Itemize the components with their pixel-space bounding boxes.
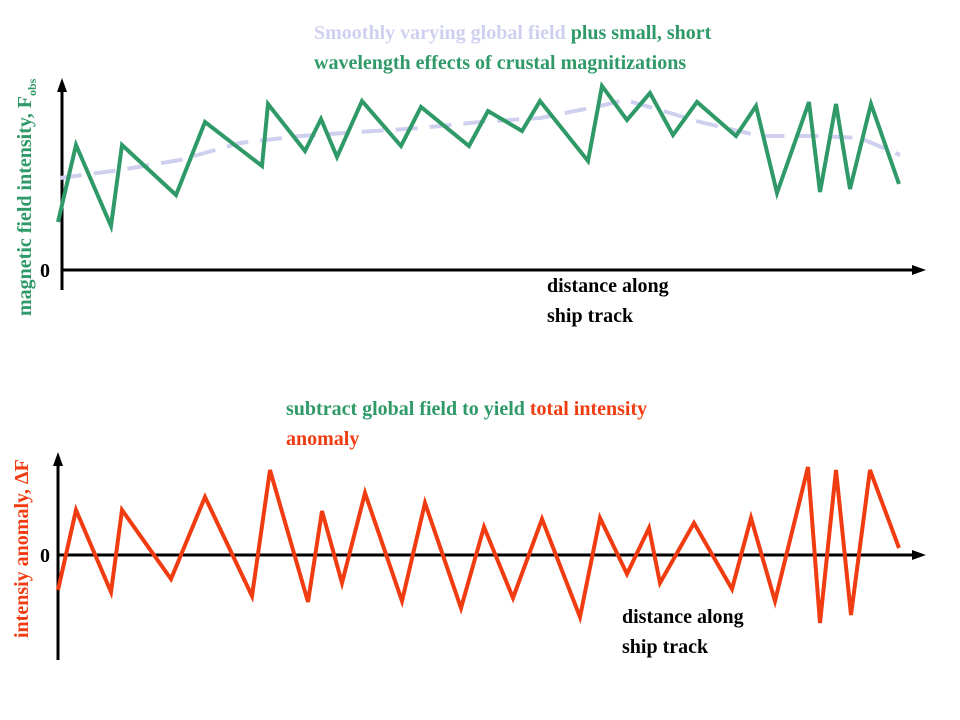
top-y-axis-label-subscript: obs bbox=[25, 78, 39, 97]
top-caption-global-field: Smoothly varying global field bbox=[314, 22, 566, 44]
top-zero-label: 0 bbox=[40, 260, 50, 282]
top-y-axis-label: magnetic field intensity, Fobs bbox=[14, 79, 40, 316]
top-x-axis-label-line1: distance along bbox=[547, 275, 669, 297]
top-x-axis-arrowhead bbox=[912, 265, 926, 275]
top-y-axis-label-main: magnetic field intensity, F bbox=[14, 96, 36, 316]
global-field-curve bbox=[59, 97, 901, 180]
bottom-y-axis-label: intensiy anomaly, ΔF bbox=[11, 459, 33, 638]
bottom-x-axis-arrowhead bbox=[912, 550, 926, 560]
bottom-zero-label: 0 bbox=[40, 545, 50, 567]
top-x-axis-label-line2: ship track bbox=[547, 305, 634, 327]
anomaly-curve bbox=[56, 466, 901, 625]
bottom-x-axis-label: distance along ship track bbox=[622, 602, 744, 662]
bottom-caption-anomaly: anomaly bbox=[286, 428, 360, 450]
top-caption: Smoothly varying global field plus small… bbox=[314, 18, 934, 78]
bottom-caption-total-intensity: total intensity bbox=[529, 398, 648, 420]
bottom-x-axis-label-line1: distance along bbox=[622, 606, 744, 628]
observed-field-curve bbox=[56, 81, 901, 234]
bottom-x-axis-label-line2: ship track bbox=[622, 636, 709, 658]
top-caption-plus-small: plus small, short bbox=[565, 22, 712, 44]
bottom-caption: subtract global field to yield total int… bbox=[286, 394, 906, 454]
top-x-axis-label: distance along ship track bbox=[547, 271, 669, 331]
bottom-y-axis-arrowhead bbox=[53, 452, 63, 466]
top-caption-line2: wavelength effects of crustal magnitizat… bbox=[314, 52, 687, 74]
bottom-caption-subtract: subtract global field to yield bbox=[286, 398, 530, 420]
top-y-axis-arrowhead bbox=[57, 78, 67, 92]
